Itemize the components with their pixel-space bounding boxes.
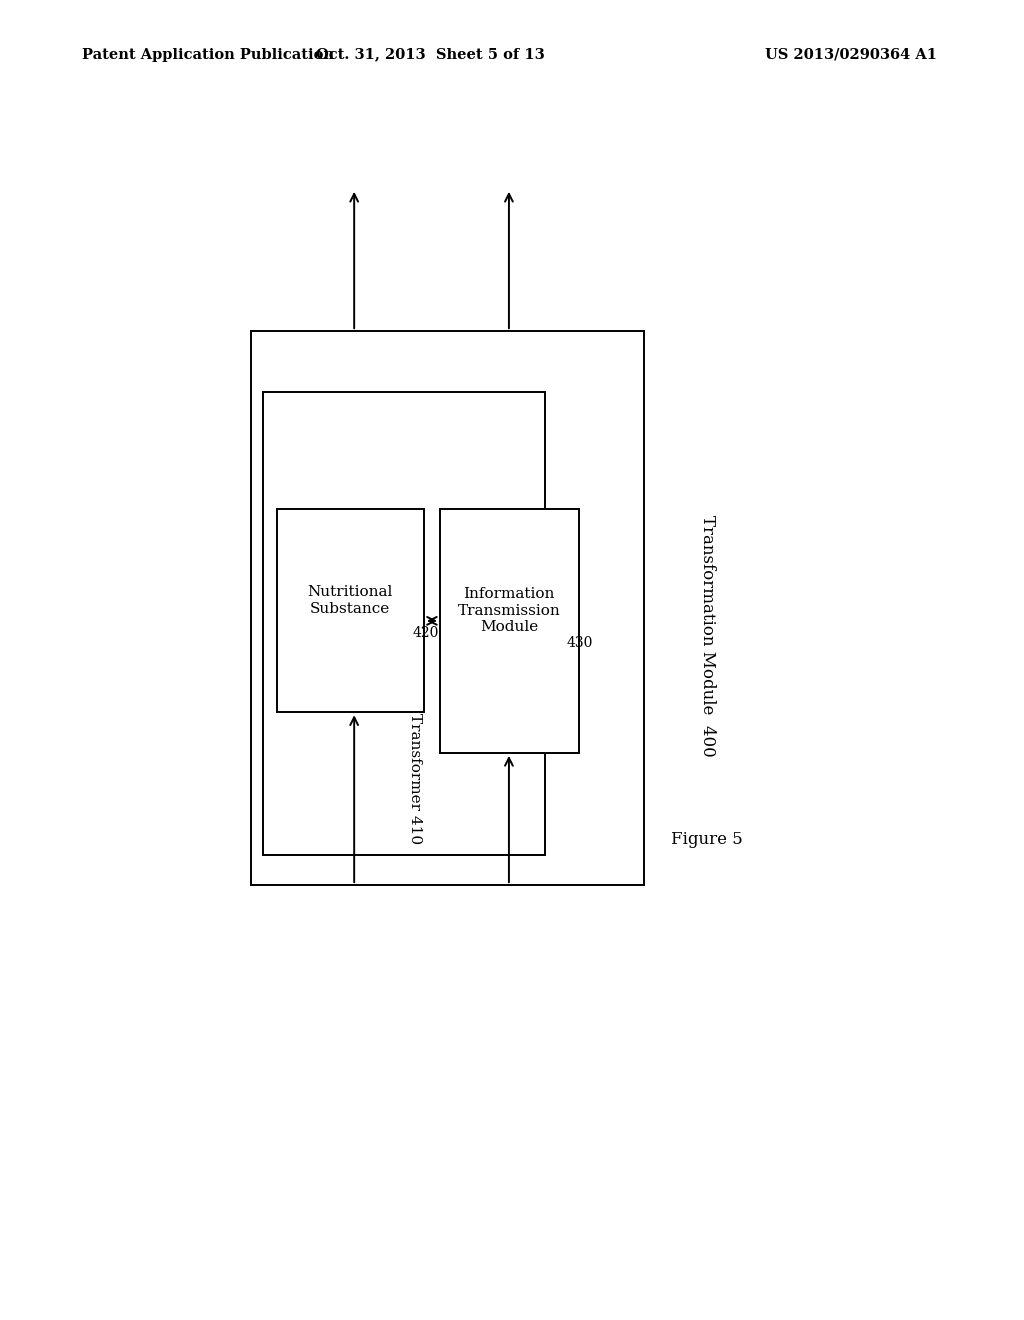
Text: Information
Transmission
Module: Information Transmission Module (458, 587, 560, 634)
Text: Oct. 31, 2013  Sheet 5 of 13: Oct. 31, 2013 Sheet 5 of 13 (315, 48, 545, 62)
Bar (251, 331, 644, 886)
Text: Nutritional
Substance: Nutritional Substance (307, 586, 393, 615)
Text: Transformer 410: Transformer 410 (409, 713, 422, 843)
Bar (263, 392, 545, 854)
Text: Transformation Module  400: Transformation Module 400 (698, 515, 716, 756)
Text: 430: 430 (567, 636, 593, 651)
Bar (440, 510, 579, 752)
Text: US 2013/0290364 A1: US 2013/0290364 A1 (765, 48, 937, 62)
Text: Patent Application Publication: Patent Application Publication (82, 48, 334, 62)
Text: Figure 5: Figure 5 (672, 830, 743, 847)
Text: 420: 420 (412, 626, 438, 640)
Bar (278, 510, 424, 713)
